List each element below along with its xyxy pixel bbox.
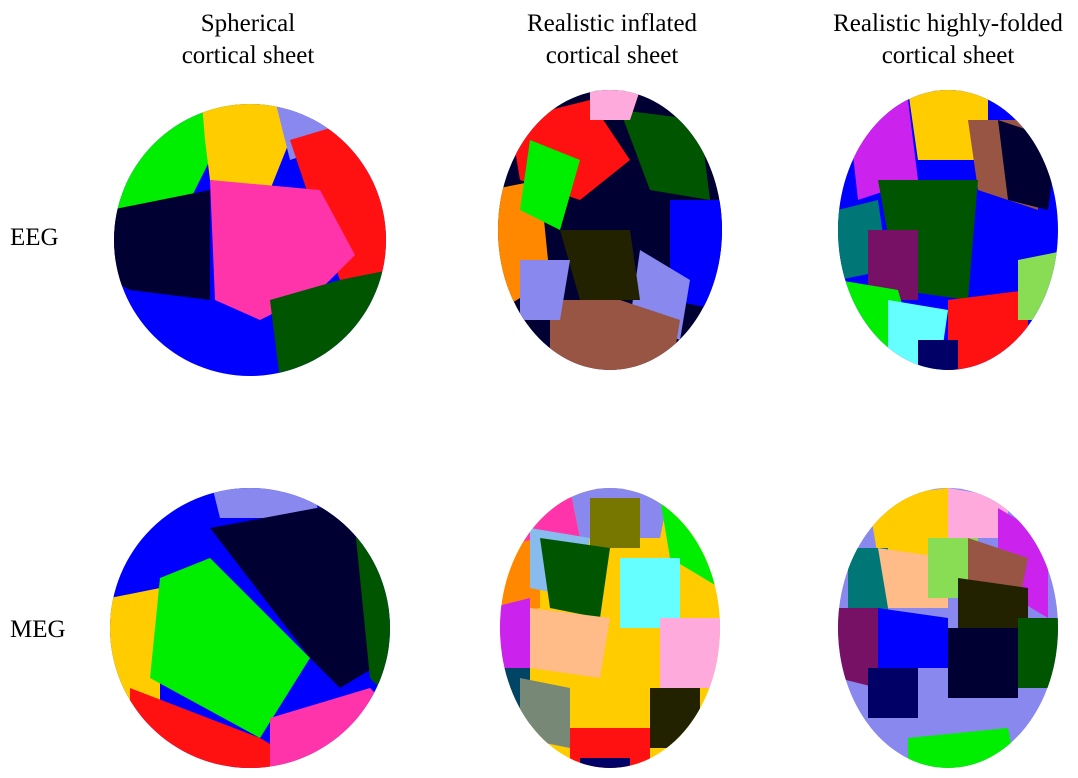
region-navy [580, 758, 630, 768]
region-lavender [210, 488, 320, 518]
region-dark [650, 688, 700, 748]
region-lightpink [948, 488, 1008, 538]
column-title-line1: Spherical [200, 10, 296, 37]
region-darkgreen [1018, 618, 1058, 688]
parcellation-spherical-eeg [110, 80, 390, 380]
region-cyan [620, 558, 680, 628]
parcellation-folded-eeg [808, 80, 1078, 380]
region-peach [530, 608, 610, 678]
region-darkgreen [540, 538, 610, 618]
region-lightgreen [1018, 250, 1058, 320]
column-title-line1: Realistic inflated [526, 10, 698, 37]
column-title-line2: cortical sheet [181, 42, 315, 69]
column-title-line1: Realistic highly-folded [833, 10, 1063, 37]
region-navy [210, 498, 390, 688]
region-pink [210, 180, 355, 320]
region-navy [948, 628, 1018, 698]
region-navy [114, 190, 210, 300]
parcellation-spherical-meg [110, 478, 390, 778]
region-dark [560, 230, 640, 300]
parcellation-inflated-meg [470, 478, 750, 778]
region-yellow [908, 90, 948, 160]
region-magenta [500, 598, 530, 678]
region-lightpink [590, 90, 640, 120]
row-label-eeg: EEG [10, 224, 59, 251]
column-title-folded: Realistic highly-folded cortical sheet [788, 8, 1078, 72]
region-purple [868, 230, 918, 300]
region-lightpink [660, 618, 720, 688]
row-label-meg: MEG [10, 616, 66, 643]
column-title-line2: cortical sheet [545, 42, 679, 69]
region-gray [520, 678, 570, 748]
region-green [520, 140, 580, 230]
parcellation-folded-meg [808, 478, 1078, 778]
region-yellow [200, 104, 290, 190]
column-title-inflated: Realistic inflated cortical sheet [452, 8, 772, 72]
region-navy-2 [868, 668, 918, 718]
region-teal [848, 548, 888, 618]
region-blue [878, 608, 948, 668]
region-red [948, 290, 1028, 370]
region-lavender-2 [520, 260, 570, 320]
parcellation-inflated-eeg [470, 80, 750, 380]
column-title-spherical: Spherical cortical sheet [88, 8, 408, 72]
region-darkgreen [620, 110, 710, 200]
column-title-line2: cortical sheet [881, 42, 1015, 69]
region-yellow [110, 588, 160, 708]
region-navy-2 [918, 340, 958, 370]
region-olive [590, 498, 640, 548]
region-green [150, 558, 310, 738]
